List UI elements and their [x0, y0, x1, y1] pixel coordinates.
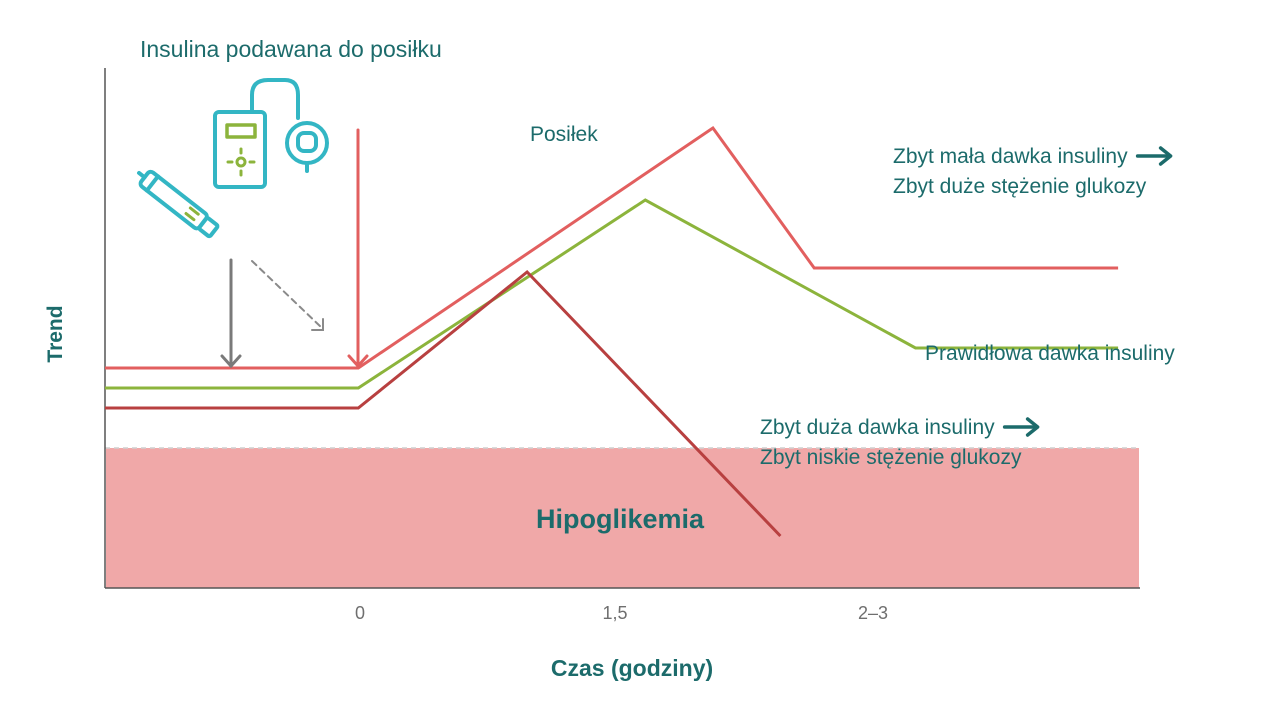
- series-label-1-line-2: Zbyt duże stężenie glukozy: [893, 175, 1147, 198]
- y-axis-label: Trend: [44, 305, 67, 362]
- series-label-2-line-1: Prawidłowa dawka insuliny: [925, 342, 1175, 365]
- series-line-1: [105, 125, 1119, 370]
- series-label-1-line-1: Zbyt mała dawka insuliny: [893, 145, 1128, 168]
- hypoglycemia-zone: [106, 448, 1139, 588]
- red-arrow: [347, 128, 369, 369]
- x-tick-label: 0: [355, 603, 365, 623]
- right-arrow-icon: [1002, 417, 1040, 437]
- x-axis-label: Czas (godziny): [551, 655, 713, 681]
- series-label-3-line-1: Zbyt duża dawka insuliny: [760, 416, 995, 439]
- x-tick-label: 1,5: [602, 603, 627, 623]
- insulin-pump-icon: [213, 78, 329, 189]
- hypoglycemia-label: Hipoglikemia: [536, 504, 705, 534]
- series-label-3-line-2: Zbyt niskie stężenie glukozy: [760, 446, 1022, 469]
- series-line-3: [105, 269, 782, 538]
- right-arrow-icon: [1135, 146, 1173, 166]
- series-line-2: [105, 198, 1119, 390]
- insulin-pen-icon: [137, 169, 220, 239]
- insulin-before-meal-label: Insulina podawana do posiłku: [140, 36, 442, 62]
- dashed-arrow: [251, 260, 324, 331]
- gray-arrow: [220, 258, 242, 369]
- meal-label: Posiłek: [530, 123, 598, 146]
- x-tick-label: 2–3: [858, 603, 888, 623]
